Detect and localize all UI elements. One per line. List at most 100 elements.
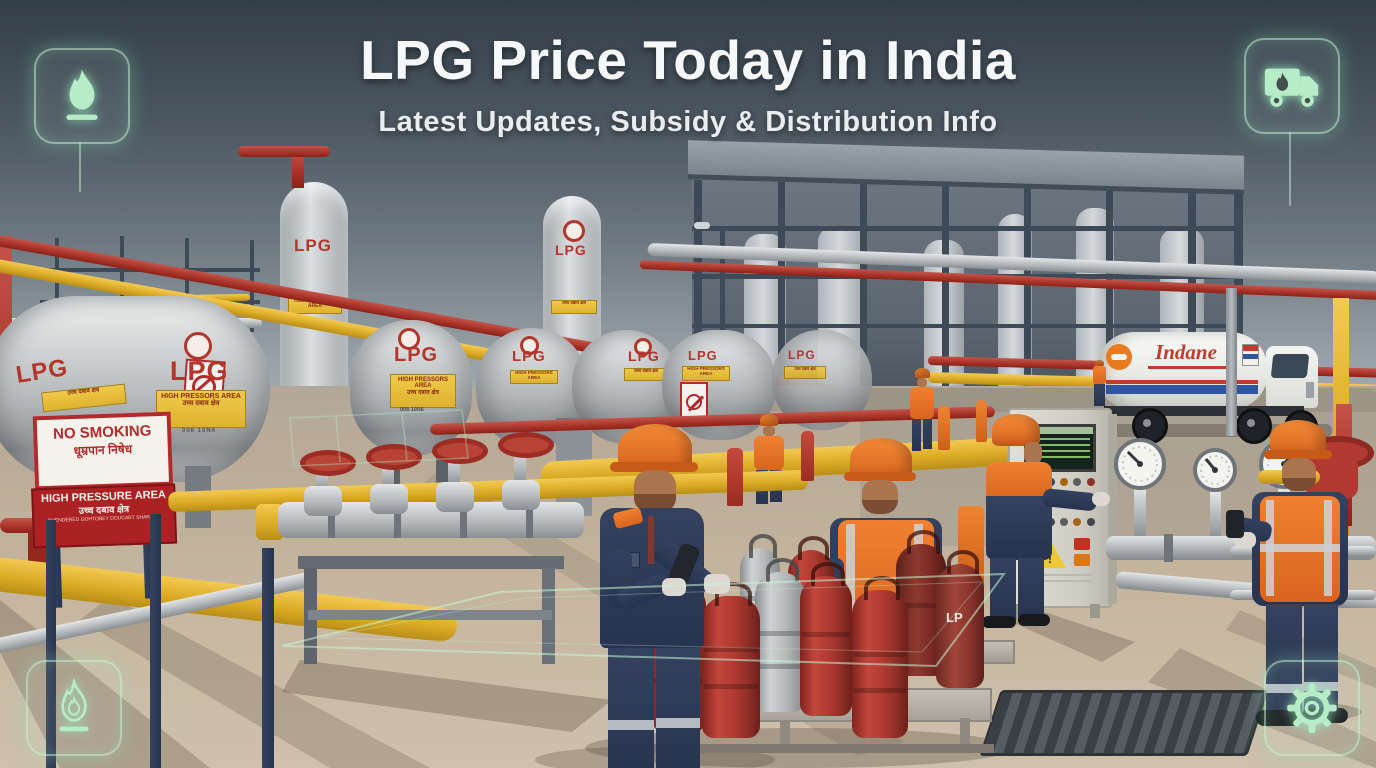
placard-red-band [1243, 345, 1258, 351]
helmet-brim [844, 472, 916, 481]
hi-vis-shoulders [986, 462, 1052, 500]
gray-pole [1226, 288, 1237, 436]
streetlight-lamp [694, 222, 710, 229]
hazard-placard [1242, 344, 1259, 366]
cylinder-label: LP [946, 610, 963, 625]
truck-icon-card [1244, 38, 1340, 134]
tanker-red-stripe [1106, 380, 1258, 384]
panel-button[interactable] [1074, 554, 1090, 566]
tank-label: LPG [555, 242, 587, 258]
page-title: LPG Price Today in India [360, 29, 1016, 91]
pallet-rail [628, 744, 994, 753]
guardrail-post [150, 514, 161, 768]
tank-label: LPG [14, 354, 71, 389]
cab-grille [1306, 382, 1314, 398]
work-glove [662, 578, 686, 596]
background-worker [1090, 360, 1110, 408]
panel-button[interactable] [1086, 478, 1095, 486]
reflective-band [608, 720, 654, 730]
placard-line-en: HIGH PRESSORS AREA [397, 377, 448, 390]
flame-outline-icon [59, 679, 89, 732]
cylinder-band [854, 652, 906, 658]
hi-vis-vest [754, 436, 784, 470]
helmet [850, 438, 912, 478]
placard-line-hi: उच्च दबाव क्षेत्र [407, 389, 439, 396]
building-column [1106, 190, 1113, 392]
panel-leg [1090, 604, 1100, 618]
gauge-stem [1134, 486, 1146, 542]
work-glove [1092, 492, 1110, 506]
pipe-flange [1164, 534, 1173, 562]
gauge-stem [1210, 492, 1221, 542]
helmet [1095, 360, 1104, 366]
flame-outline-icon-card [26, 660, 122, 756]
gate-valve [360, 444, 422, 514]
tank-label: LPG [294, 236, 332, 255]
drain-grate [979, 690, 1269, 756]
screen-header [1027, 427, 1093, 434]
wheel-hub [1143, 419, 1151, 427]
pallet-leg [780, 720, 790, 746]
worker-torso [986, 496, 1052, 560]
cylinder-band [854, 687, 906, 693]
valve-handwheel [432, 438, 488, 464]
background-worker [748, 414, 792, 506]
hi-vis-vest [1093, 366, 1106, 384]
helmet [760, 414, 778, 426]
cylinder-guard [798, 536, 830, 560]
icon-connector-line [1289, 132, 1291, 206]
truck-chassis [1104, 406, 1304, 416]
lattice-post [185, 238, 189, 333]
tank-placard: उच्च दबाव क्षेत्र [41, 383, 127, 413]
panel-button[interactable] [1073, 518, 1082, 526]
stand-rail [298, 556, 564, 569]
oil-company-emblem [398, 328, 420, 350]
pipe-flange [460, 502, 467, 538]
pipe-flange [526, 502, 533, 538]
worker-leg [1018, 558, 1044, 618]
gear-icon-card [1264, 660, 1360, 756]
valve-bonnet [502, 480, 540, 510]
gate-valve [426, 438, 488, 512]
valve-handwheel [300, 450, 356, 476]
building-beam [692, 324, 1242, 328]
tank-label: LPG [628, 348, 660, 364]
helmet [992, 414, 1040, 446]
pressure-gauge [1193, 448, 1237, 492]
gas-cylinder-red [852, 576, 908, 738]
worker-beard [862, 500, 898, 514]
pressure-gauge [1114, 438, 1166, 490]
tank-placard: HIGH PRESSORS AREA [682, 366, 730, 381]
bollard [976, 400, 987, 442]
panel-button[interactable] [1073, 478, 1082, 486]
emergency-stop-button[interactable] [1074, 538, 1090, 550]
panel-button[interactable] [1086, 518, 1095, 526]
tank-placard: HIGH PRESSORS AREA उच्च दबाव क्षेत्र [156, 390, 246, 428]
streetlight-pole [720, 226, 725, 360]
placard-line-en: HIGH PRESSORS AREA [161, 393, 241, 400]
building-column [942, 186, 949, 392]
gas-cylinder-red: LP [936, 550, 984, 688]
worker-beard [634, 494, 676, 512]
tank-placard: HIGH PRESSORS AREA उच्च दबाव क्षेत्र [390, 374, 456, 408]
panel-vent [1022, 574, 1092, 576]
valve-handwheel [498, 432, 554, 458]
tank-placard: उच्च दबाव क्षेत्र [551, 300, 597, 314]
vest-stripe [1260, 544, 1340, 552]
tank-stencil: 008 10N6 [182, 428, 217, 434]
placard-blue-band [1243, 354, 1258, 359]
bollard [938, 406, 950, 450]
worker-leg [1094, 384, 1105, 406]
cylinder-band [757, 664, 803, 670]
worker-inspector [578, 420, 738, 768]
gate-valve [294, 450, 356, 516]
valve-bonnet [436, 482, 474, 512]
helmet [915, 368, 930, 378]
reflective-band [656, 718, 700, 728]
valve-manifold [168, 432, 809, 670]
panel-button[interactable] [1059, 478, 1068, 486]
brand-underline [1148, 366, 1232, 369]
panel-button[interactable] [1059, 518, 1068, 526]
truck-wheel [1236, 408, 1272, 444]
